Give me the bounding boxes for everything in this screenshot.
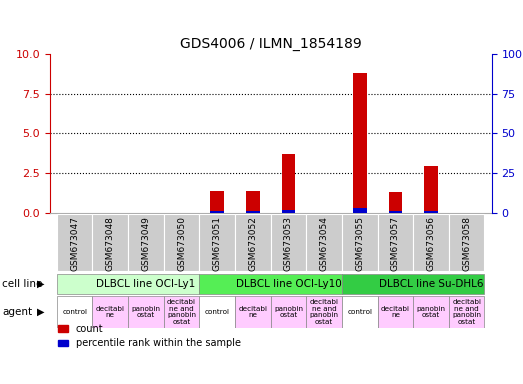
Bar <box>282 154 295 210</box>
Text: ▶: ▶ <box>37 279 44 289</box>
Text: GSM673058: GSM673058 <box>462 216 471 271</box>
Text: control: control <box>62 309 87 315</box>
Text: cell line: cell line <box>2 279 42 289</box>
Text: control: control <box>347 309 372 315</box>
FancyBboxPatch shape <box>57 214 93 271</box>
FancyBboxPatch shape <box>235 296 271 328</box>
FancyBboxPatch shape <box>128 214 164 271</box>
FancyBboxPatch shape <box>199 296 235 328</box>
FancyBboxPatch shape <box>449 214 484 271</box>
Text: GSM673052: GSM673052 <box>248 216 257 271</box>
Text: DLBCL line OCI-Ly1: DLBCL line OCI-Ly1 <box>96 279 196 289</box>
Text: panobin
ostat: panobin ostat <box>131 306 161 318</box>
Bar <box>424 210 438 213</box>
Text: panobin
ostat: panobin ostat <box>416 306 446 318</box>
FancyBboxPatch shape <box>342 274 484 294</box>
Text: decitabi
ne and
panobin
ostat: decitabi ne and panobin ostat <box>452 299 481 325</box>
Bar <box>389 211 402 213</box>
FancyBboxPatch shape <box>342 296 378 328</box>
Text: decitabi
ne: decitabi ne <box>96 306 125 318</box>
FancyBboxPatch shape <box>271 214 306 271</box>
Text: GSM673047: GSM673047 <box>70 216 79 271</box>
Text: panobin
ostat: panobin ostat <box>274 306 303 318</box>
FancyBboxPatch shape <box>413 296 449 328</box>
Text: GSM673054: GSM673054 <box>320 216 328 271</box>
FancyBboxPatch shape <box>306 296 342 328</box>
Bar <box>246 191 259 211</box>
FancyBboxPatch shape <box>57 296 93 328</box>
Text: DLBCL line OCI-Ly10: DLBCL line OCI-Ly10 <box>235 279 342 289</box>
Text: control: control <box>204 309 230 315</box>
FancyBboxPatch shape <box>164 296 199 328</box>
FancyBboxPatch shape <box>342 214 378 271</box>
FancyBboxPatch shape <box>378 296 413 328</box>
Text: decitabi
ne: decitabi ne <box>238 306 267 318</box>
Title: GDS4006 / ILMN_1854189: GDS4006 / ILMN_1854189 <box>180 37 361 51</box>
Text: GSM673049: GSM673049 <box>141 216 151 271</box>
Bar <box>353 73 367 208</box>
Text: decitabi
ne and
panobin
ostat: decitabi ne and panobin ostat <box>310 299 338 325</box>
Bar <box>424 166 438 210</box>
FancyBboxPatch shape <box>413 214 449 271</box>
Text: GSM673050: GSM673050 <box>177 216 186 271</box>
FancyBboxPatch shape <box>306 214 342 271</box>
Text: DLBCL line Su-DHL6: DLBCL line Su-DHL6 <box>379 279 483 289</box>
FancyBboxPatch shape <box>93 296 128 328</box>
Text: ▶: ▶ <box>37 307 44 317</box>
FancyBboxPatch shape <box>271 296 306 328</box>
Text: GSM673053: GSM673053 <box>284 216 293 271</box>
Bar <box>389 192 402 211</box>
Text: GSM673057: GSM673057 <box>391 216 400 271</box>
FancyBboxPatch shape <box>93 214 128 271</box>
Bar <box>282 210 295 213</box>
FancyBboxPatch shape <box>199 274 342 294</box>
Bar <box>210 211 224 213</box>
FancyBboxPatch shape <box>199 214 235 271</box>
FancyBboxPatch shape <box>128 296 164 328</box>
Bar <box>353 208 367 213</box>
Text: GSM673055: GSM673055 <box>355 216 364 271</box>
Text: decitabi
ne and
panobin
ostat: decitabi ne and panobin ostat <box>167 299 196 325</box>
Text: agent: agent <box>2 307 32 317</box>
Text: GSM673056: GSM673056 <box>427 216 436 271</box>
FancyBboxPatch shape <box>449 296 484 328</box>
Text: decitabi
ne: decitabi ne <box>381 306 410 318</box>
FancyBboxPatch shape <box>164 214 199 271</box>
FancyBboxPatch shape <box>235 214 271 271</box>
Bar <box>210 191 224 211</box>
Text: GSM673051: GSM673051 <box>213 216 222 271</box>
FancyBboxPatch shape <box>378 214 413 271</box>
FancyBboxPatch shape <box>57 274 199 294</box>
Bar <box>246 211 259 213</box>
Text: GSM673048: GSM673048 <box>106 216 115 271</box>
Legend: count, percentile rank within the sample: count, percentile rank within the sample <box>54 319 245 352</box>
